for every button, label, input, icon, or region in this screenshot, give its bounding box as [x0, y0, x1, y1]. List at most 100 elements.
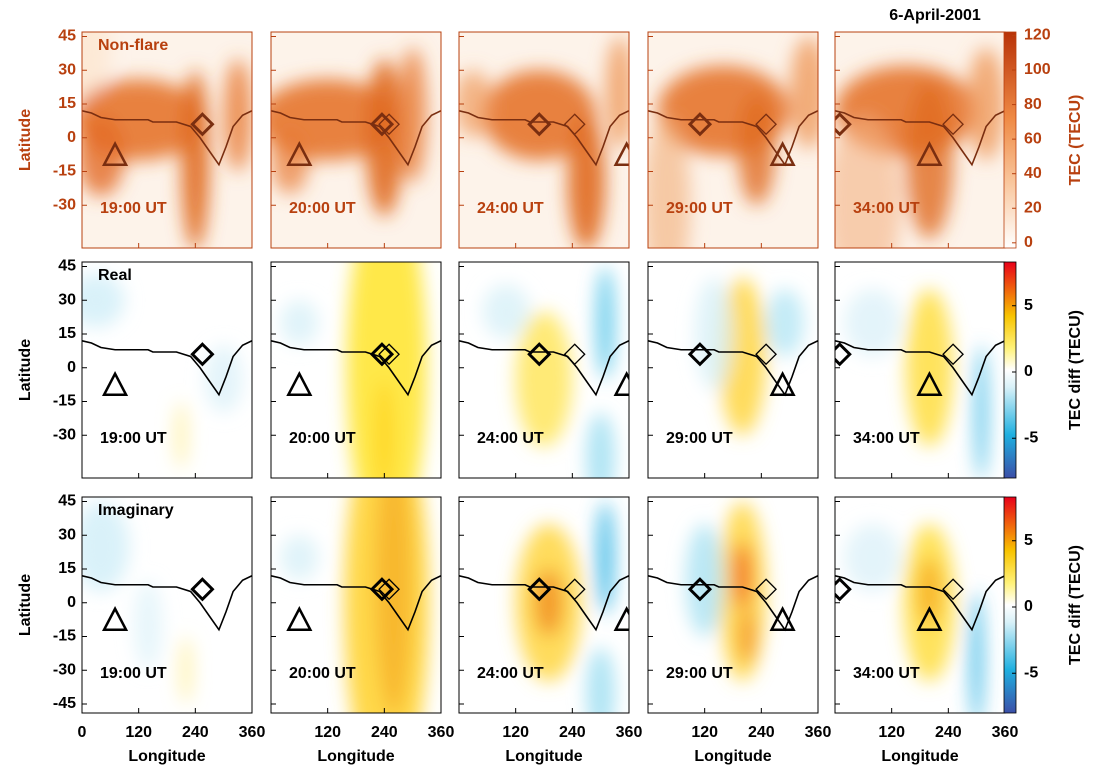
colorbar-tick-label: -5: [1024, 429, 1038, 446]
field-blob: [587, 648, 615, 738]
field-blob: [733, 542, 752, 610]
panel: [454, 32, 637, 250]
time-label: 34:00 UT: [853, 665, 920, 682]
y-tick-label: 45: [58, 493, 76, 510]
field-blob: [918, 558, 942, 626]
field-blob: [176, 402, 187, 470]
y-tick-label: -45: [53, 695, 76, 712]
colorbar-label: TEC diff (TECU): [1067, 545, 1084, 665]
y-axis-label: Latitude: [17, 339, 34, 401]
y-tick-label: 45: [58, 28, 76, 45]
y-tick-label: -30: [53, 661, 76, 678]
colorbar-tick-label: 40: [1024, 165, 1042, 182]
field-blob: [77, 115, 124, 196]
field-blob: [970, 592, 984, 727]
x-tick-label: 360: [428, 724, 455, 741]
colorbar-tick-label: 120: [1024, 27, 1051, 44]
field-blob: [906, 289, 953, 447]
y-axis-label: Latitude: [17, 109, 34, 171]
field-blob: [686, 524, 724, 637]
y-tick-label: -30: [53, 196, 76, 213]
time-label: 20:00 UT: [289, 665, 356, 682]
y-tick-label: 45: [58, 258, 76, 275]
field-blob: [224, 59, 252, 172]
colorbar-tick-label: 0: [1024, 363, 1033, 380]
colorbar: [1004, 497, 1016, 713]
colorbar-tick-label: 0: [1024, 598, 1033, 615]
field-blob: [516, 312, 573, 447]
panel: [643, 32, 827, 295]
figure-title: 6-April-2001: [889, 7, 981, 24]
colorbar-label: TEC (TECU): [1067, 95, 1084, 186]
field-blob: [766, 289, 804, 357]
y-tick-label: 0: [67, 594, 76, 611]
colorbar: [1004, 32, 1016, 248]
time-label: 20:00 UT: [289, 430, 356, 447]
x-tick-label: 120: [125, 724, 152, 741]
field-blob: [738, 93, 776, 206]
time-label: 24:00 UT: [477, 430, 544, 447]
y-tick-label: 15: [58, 560, 76, 577]
panel: [459, 262, 638, 503]
field-blob: [695, 278, 733, 391]
time-label: 29:00 UT: [666, 430, 733, 447]
field-blob: [180, 637, 191, 705]
x-tick-label: 360: [239, 724, 266, 741]
y-tick-label: 0: [67, 359, 76, 376]
row-label: Real: [98, 267, 132, 284]
field-blob: [568, 115, 606, 250]
x-axis-label: Longitude: [505, 748, 582, 765]
time-label: 34:00 UT: [853, 430, 920, 447]
colorbar-tick-label: 5: [1024, 297, 1033, 314]
time-label: 29:00 UT: [666, 665, 733, 682]
field-blob: [596, 267, 615, 380]
y-tick-label: 0: [67, 129, 76, 146]
panel: [459, 497, 638, 738]
colorbar-tick-label: 100: [1024, 61, 1051, 78]
panel: [830, 497, 1005, 727]
field-blob: [181, 70, 209, 250]
y-tick-label: -30: [53, 426, 76, 443]
field-blob: [596, 502, 615, 615]
y-tick-label: 15: [58, 325, 76, 342]
field-blob: [280, 300, 318, 345]
y-axis-label: Latitude: [17, 574, 34, 636]
colorbar-tick-label: 5: [1024, 532, 1033, 549]
x-tick-label: 120: [314, 724, 341, 741]
time-label: 24:00 UT: [477, 665, 544, 682]
row-label: Non-flare: [98, 37, 168, 54]
panel: [826, 32, 1005, 295]
x-tick-label: 240: [182, 724, 209, 741]
time-label: 20:00 UT: [289, 200, 356, 217]
y-tick-label: -15: [53, 628, 76, 645]
x-tick-label: 240: [371, 724, 398, 741]
field-blob: [587, 413, 615, 503]
x-tick-label: 120: [691, 724, 718, 741]
field-blob: [740, 610, 754, 664]
y-tick-label: 15: [58, 95, 76, 112]
time-label: 19:00 UT: [100, 200, 167, 217]
figure: 6-April-2001 -30 -15 0 15 30 45 19:00 UT 20:00 …: [0, 0, 1093, 769]
field-blob: [483, 285, 530, 339]
field-blob: [967, 48, 1005, 161]
colorbar: [1004, 262, 1016, 478]
colorbar-tick-label: 0: [1024, 234, 1033, 251]
y-tick-label: -15: [53, 163, 76, 180]
y-tick-label: 30: [58, 291, 76, 308]
x-tick-label: 240: [748, 724, 775, 741]
x-axis-label: Longitude: [881, 748, 958, 765]
x-tick-label: 0: [78, 724, 87, 741]
x-tick-label: 120: [878, 724, 905, 741]
time-label: 19:00 UT: [100, 665, 167, 682]
time-label: 34:00 UT: [853, 200, 920, 217]
field-blob: [134, 580, 162, 670]
field-blob: [399, 48, 427, 183]
colorbar-tick-label: 60: [1024, 130, 1042, 147]
colorbar-label: TEC diff (TECU): [1067, 310, 1084, 430]
time-label: 19:00 UT: [100, 430, 167, 447]
x-tick-label: 360: [805, 724, 832, 741]
x-axis-label: Longitude: [694, 748, 771, 765]
x-tick-label: 360: [616, 724, 643, 741]
time-label: 24:00 UT: [477, 200, 544, 217]
colorbar-tick-label: 20: [1024, 199, 1042, 216]
